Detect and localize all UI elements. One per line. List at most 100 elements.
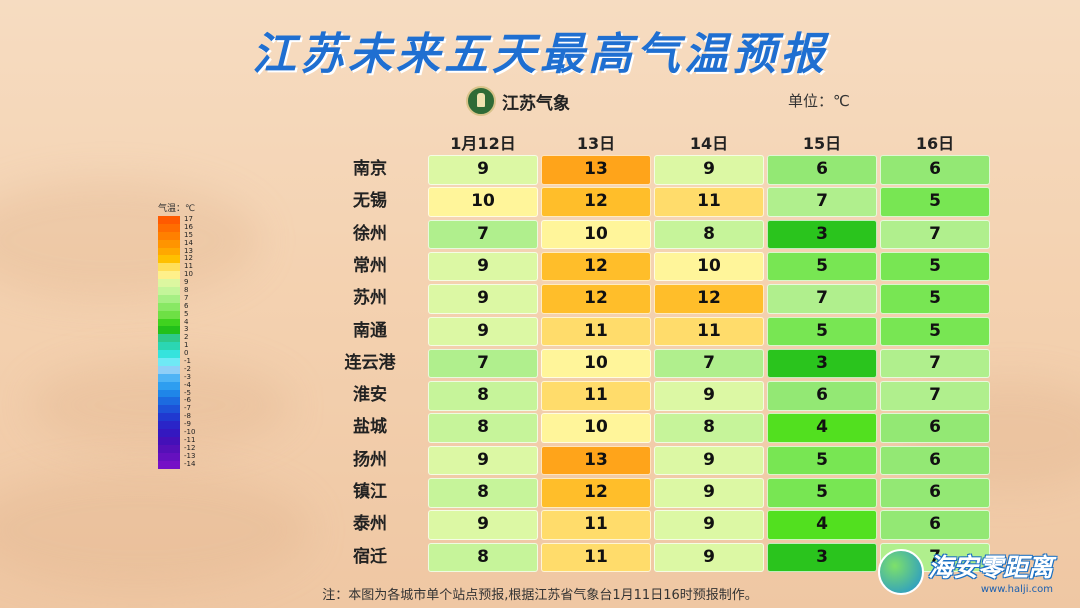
legend-swatch xyxy=(158,381,180,390)
legend-label: -13 xyxy=(184,451,196,460)
temperature-cell: 9 xyxy=(654,155,764,185)
legend-swatch xyxy=(158,334,180,343)
temperature-cell: 7 xyxy=(428,348,538,379)
temperature-cell: 11 xyxy=(541,542,651,573)
temperature-cell: 5 xyxy=(880,251,990,282)
legend-swatch xyxy=(158,342,180,351)
legend-label: 14 xyxy=(184,238,193,247)
legend-level: 11 xyxy=(158,262,218,272)
temperature-cell: 7 xyxy=(767,187,877,217)
legend-label: 2 xyxy=(184,333,189,342)
legend-label: -2 xyxy=(184,364,191,373)
temperature-cell: 9 xyxy=(654,542,764,573)
legend-level: 15 xyxy=(158,230,218,240)
temperature-cell: 11 xyxy=(541,316,651,346)
legend-label: -4 xyxy=(184,380,191,389)
temperature-cell: 10 xyxy=(654,251,764,282)
temperature-cell: 7 xyxy=(767,284,877,314)
legend-swatch xyxy=(158,358,180,366)
temperature-cell: 8 xyxy=(428,478,538,508)
legend-label: 7 xyxy=(184,293,189,302)
city-label: 无锡 xyxy=(353,191,387,212)
legend-level: -12 xyxy=(158,443,218,453)
legend-swatch xyxy=(158,436,180,445)
city-label: 连云港 xyxy=(344,352,396,373)
legend-level: -11 xyxy=(158,436,218,445)
legend-level: 10 xyxy=(158,270,218,280)
legend-swatch xyxy=(158,318,180,327)
legend-label: -14 xyxy=(184,459,196,468)
legend-swatch xyxy=(158,223,180,232)
legend-level: 16 xyxy=(158,223,218,232)
legend-label: 6 xyxy=(184,301,189,310)
legend-label: 8 xyxy=(184,286,189,295)
legend-swatch xyxy=(158,444,180,453)
temperature-cell: 8 xyxy=(654,219,764,250)
legend-label: 3 xyxy=(184,325,189,334)
legend-label: 9 xyxy=(184,278,189,287)
legend-swatch xyxy=(158,279,180,288)
temperature-cell: 7 xyxy=(654,348,764,379)
temperature-cell: 5 xyxy=(767,251,877,282)
legend-label: -7 xyxy=(184,404,191,413)
legend-swatch xyxy=(158,294,180,303)
temperature-cell: 6 xyxy=(880,155,990,185)
temperature-cell: 12 xyxy=(541,251,651,282)
temperature-cell: 5 xyxy=(767,316,877,346)
legend-swatch xyxy=(158,421,180,430)
legend-label: 0 xyxy=(184,349,189,358)
legend-swatch xyxy=(158,365,180,374)
temperature-cell: 9 xyxy=(428,251,538,282)
temperature-cell: 11 xyxy=(654,316,764,346)
legend-swatch xyxy=(158,255,180,264)
temperature-cell: 6 xyxy=(880,510,990,540)
city-label: 盐城 xyxy=(353,417,387,438)
legend-level: -6 xyxy=(158,397,218,406)
legend-swatch xyxy=(158,263,180,272)
temperature-cell: 6 xyxy=(880,445,990,476)
temperature-legend: 气温：℃ 17 16 15 14 13 12 11 10 9 8 7 6 5 4 3 2 1 0 -1 -2 -3 -4-… xyxy=(158,201,218,469)
temperature-cell: 9 xyxy=(428,155,538,185)
temperature-cell: 12 xyxy=(541,284,651,314)
legend-level: -14 xyxy=(158,459,218,469)
legend-level: -3 xyxy=(158,373,218,382)
legend-swatch xyxy=(158,287,180,295)
temperature-cell: 5 xyxy=(767,445,877,476)
temperature-cell: 6 xyxy=(767,381,877,411)
temperature-cell: 3 xyxy=(767,348,877,379)
watermark-text: 海安零距离 xyxy=(928,553,1054,582)
legend-label: -10 xyxy=(184,428,196,437)
temperature-cell: 9 xyxy=(654,478,764,508)
legend-level: -9 xyxy=(158,420,218,430)
temperature-cell: 3 xyxy=(767,219,877,250)
legend-label: -1 xyxy=(184,357,191,366)
temperature-cell: 5 xyxy=(880,316,990,346)
legend-level: -7 xyxy=(158,404,218,414)
legend-label: -5 xyxy=(184,388,191,397)
legend-swatch xyxy=(158,389,180,398)
legend-level: 6 xyxy=(158,301,218,311)
legend-swatch xyxy=(158,231,180,240)
temperature-cell: 10 xyxy=(541,348,651,379)
temperature-cell: 13 xyxy=(541,445,651,476)
legend-level: 4 xyxy=(158,318,218,327)
legend-label: 15 xyxy=(184,230,193,239)
legend-label: -9 xyxy=(184,420,191,429)
temperature-cell: 7 xyxy=(880,348,990,379)
city-label: 常州 xyxy=(353,255,387,276)
temperature-cell: 5 xyxy=(880,284,990,314)
legend-level: 0 xyxy=(158,349,218,359)
legend-swatch xyxy=(158,405,180,414)
temperature-cell: 8 xyxy=(428,381,538,411)
legend-swatch xyxy=(158,350,180,359)
temperature-cell: 7 xyxy=(880,381,990,411)
legend-swatch xyxy=(158,310,180,319)
legend-level: 14 xyxy=(158,238,218,248)
temperature-cell: 9 xyxy=(654,381,764,411)
legend-swatch xyxy=(158,460,180,469)
temperature-cell: 7 xyxy=(428,219,538,250)
legend-label: -12 xyxy=(184,443,196,452)
city-label: 泰州 xyxy=(353,514,387,535)
legend-level: -1 xyxy=(158,357,218,366)
legend-label: 17 xyxy=(184,215,193,223)
